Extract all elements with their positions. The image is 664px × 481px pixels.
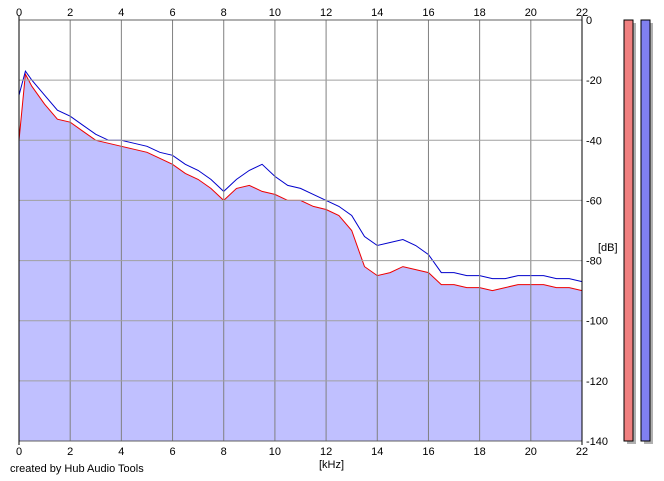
x-tick-label-top: 4: [118, 7, 124, 19]
y-tick-label: -100: [586, 316, 608, 328]
level-meter-left: [623, 19, 634, 442]
x-tick-labels-bottom: 0 2 4 6 8 10 12 14 16 18 20 22: [16, 446, 588, 458]
x-tick-label-bottom: 4: [118, 446, 124, 458]
x-tick-label-top: 8: [221, 7, 227, 19]
series-1-fill: [19, 74, 582, 441]
x-tick-label-top: 16: [422, 7, 434, 19]
x-tick-label-top: 18: [474, 7, 486, 19]
x-tick-label-top: 20: [525, 7, 537, 19]
y-tick-label: -120: [586, 376, 608, 388]
x-tick-label-bottom: 18: [474, 446, 486, 458]
credit-text: created by Hub Audio Tools: [10, 463, 144, 475]
x-tick-label-bottom: 14: [371, 446, 383, 458]
chart-series: [18, 19, 583, 442]
x-axis-label: [kHz]: [319, 459, 344, 471]
x-tick-label-bottom: 10: [269, 446, 281, 458]
x-tick-label-top: 14: [371, 7, 383, 19]
x-tick-label-top: 22: [576, 7, 588, 19]
y-tick-labels: 0 -20 -40 -60 -80 -100 -120 -140: [586, 15, 608, 448]
y-tick-label: -140: [586, 436, 608, 448]
chart-axes: [18, 16, 583, 445]
level-meters: [623, 19, 653, 444]
x-tick-label-top: 10: [269, 7, 281, 19]
x-tick-label-top: 2: [67, 7, 73, 19]
y-tick-label: 0: [586, 15, 592, 27]
x-tick-label-bottom: 22: [576, 446, 588, 458]
x-tick-label-bottom: 0: [16, 446, 22, 458]
x-tick-label-bottom: 16: [422, 446, 434, 458]
y-tick-label: -20: [586, 75, 602, 87]
x-tick-label-bottom: 12: [320, 446, 332, 458]
x-tick-label-top: 0: [16, 7, 22, 19]
x-tick-label-bottom: 2: [67, 446, 73, 458]
x-tick-label-top: 12: [320, 7, 332, 19]
x-tick-label-top: 6: [169, 7, 175, 19]
series-2-line: [18, 69, 583, 283]
y-axis-label: [dB]: [598, 242, 618, 254]
y-tick-label: -40: [586, 135, 602, 147]
level-meter-right: [640, 19, 651, 442]
y-tick-label: -60: [586, 195, 602, 207]
x-tick-label-bottom: 20: [525, 446, 537, 458]
y-tick-label: -80: [586, 256, 602, 268]
x-tick-labels-top: 0 2 4 6 8 10 12 14 16 18 20 22: [16, 7, 588, 19]
x-tick-label-bottom: 6: [169, 446, 175, 458]
x-tick-label-bottom: 8: [221, 446, 227, 458]
